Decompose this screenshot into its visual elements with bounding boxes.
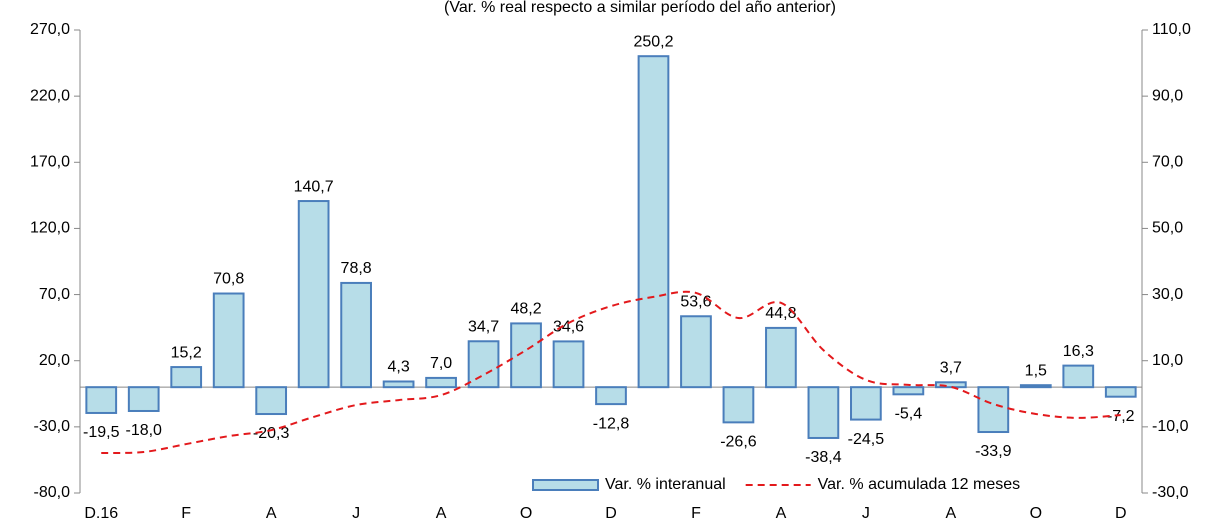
y-tick-label: -30,0 bbox=[34, 418, 71, 435]
y-tick-label: 220,0 bbox=[30, 87, 70, 104]
y2-tick-label: 70,0 bbox=[1152, 154, 1183, 171]
chart-subtitle: (Var. % real respecto a similar período … bbox=[444, 0, 836, 16]
bar bbox=[977, 386, 1010, 434]
data-label: 48,2 bbox=[510, 301, 541, 318]
bar bbox=[212, 292, 245, 389]
x-tick-label: F bbox=[181, 505, 191, 522]
bar bbox=[637, 55, 670, 389]
y-tick-label: -80,0 bbox=[34, 484, 71, 501]
bar bbox=[892, 386, 925, 396]
y2-tick-label: -10,0 bbox=[1152, 418, 1189, 435]
data-label: -5,4 bbox=[895, 406, 923, 423]
bar bbox=[850, 386, 882, 421]
bar bbox=[510, 322, 542, 389]
bar bbox=[382, 380, 415, 389]
data-label: 140,7 bbox=[294, 178, 334, 195]
y2-tick-label: 90,0 bbox=[1152, 87, 1183, 104]
bar bbox=[467, 340, 500, 389]
x-tick-label: A bbox=[436, 505, 447, 522]
bar bbox=[722, 386, 755, 424]
bar bbox=[340, 281, 372, 389]
y-tick-label: 120,0 bbox=[30, 220, 70, 237]
data-label: -18,0 bbox=[125, 422, 162, 439]
bar bbox=[552, 340, 585, 389]
data-label: 15,2 bbox=[171, 344, 202, 361]
x-tick-label: O bbox=[1030, 505, 1042, 522]
data-label: 78,8 bbox=[341, 260, 372, 277]
x-tick-label: A bbox=[776, 505, 787, 522]
y-tick-label: 20,0 bbox=[39, 352, 70, 369]
x-tick-label: D.16 bbox=[84, 505, 118, 522]
data-label: -7,2 bbox=[1107, 408, 1135, 425]
x-tick-label: A bbox=[946, 505, 957, 522]
bar bbox=[85, 386, 118, 414]
bar bbox=[425, 376, 457, 389]
data-label: 4,3 bbox=[387, 359, 409, 376]
legend-label: Var. % interanual bbox=[605, 476, 726, 493]
x-tick-label: D bbox=[1115, 505, 1127, 522]
data-label: 3,7 bbox=[940, 359, 962, 376]
y-tick-label: 170,0 bbox=[30, 154, 70, 171]
y2-tick-label: 110,0 bbox=[1152, 21, 1191, 38]
data-label: -24,5 bbox=[848, 431, 885, 448]
data-label: -38,4 bbox=[805, 449, 842, 466]
data-label: -20,3 bbox=[253, 425, 290, 442]
data-label: -19,5 bbox=[83, 424, 120, 441]
bar bbox=[1104, 386, 1137, 398]
line bbox=[101, 290, 1121, 454]
bar bbox=[680, 315, 712, 389]
bar bbox=[595, 386, 627, 406]
y2-tick-label: 50,0 bbox=[1152, 220, 1183, 237]
bar bbox=[807, 386, 840, 439]
x-tick-label: J bbox=[862, 505, 870, 522]
x-tick-label: F bbox=[691, 505, 701, 522]
x-tick-label: O bbox=[520, 505, 532, 522]
data-label: 250,2 bbox=[633, 33, 673, 50]
data-label: -12,8 bbox=[593, 415, 630, 432]
data-label: 70,8 bbox=[213, 271, 244, 288]
data-label: 1,5 bbox=[1025, 362, 1047, 379]
y2-tick-label: 30,0 bbox=[1152, 286, 1183, 303]
data-label: 44,8 bbox=[765, 305, 796, 322]
bar bbox=[934, 381, 967, 389]
y2-tick-label: -30,0 bbox=[1152, 484, 1189, 501]
data-label: 53,6 bbox=[680, 293, 711, 310]
y-tick-label: 70,0 bbox=[39, 286, 70, 303]
x-tick-label: D bbox=[605, 505, 617, 522]
y2-tick-label: 10,0 bbox=[1152, 352, 1183, 369]
legend-swatch bbox=[532, 479, 599, 491]
bar bbox=[765, 326, 797, 389]
bar bbox=[170, 366, 203, 389]
legend-label: Var. % acumulada 12 meses bbox=[818, 476, 1020, 493]
data-label: -26,6 bbox=[720, 434, 757, 451]
bar bbox=[255, 386, 288, 416]
data-label: 16,3 bbox=[1063, 343, 1094, 360]
bar bbox=[127, 386, 160, 412]
x-tick-label: J bbox=[352, 505, 360, 522]
bar bbox=[1062, 364, 1095, 389]
y-tick-label: 270,0 bbox=[30, 21, 70, 38]
bar bbox=[297, 200, 330, 389]
bar bbox=[1019, 384, 1052, 389]
x-tick-label: A bbox=[266, 505, 277, 522]
data-label: 7,0 bbox=[430, 355, 452, 372]
data-label: 34,7 bbox=[468, 318, 499, 335]
data-label: 34,6 bbox=[553, 319, 584, 336]
data-label: -33,9 bbox=[975, 443, 1012, 460]
